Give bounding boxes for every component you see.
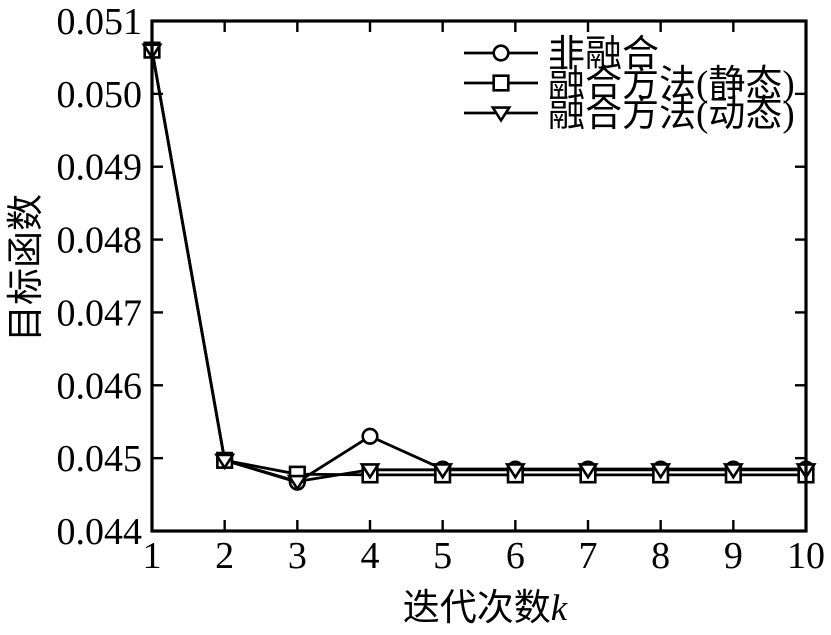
- x-tick-label: 7: [579, 535, 598, 577]
- triangle-down-marker: [490, 106, 512, 123]
- x-axis-label-variable: k: [551, 588, 568, 629]
- legend-label: 融合方法(动态): [548, 93, 795, 135]
- y-tick-label: 0.045: [57, 438, 143, 480]
- y-tick-label: 0.048: [57, 220, 143, 262]
- y-tick-label: 0.046: [57, 365, 143, 407]
- y-tick-label: 0.047: [57, 292, 143, 334]
- series-line-2: [150, 49, 806, 483]
- y-axis-label: 目标函数: [5, 194, 47, 342]
- triangle-down-marker: [722, 463, 744, 480]
- legend-label: 非融合: [548, 33, 659, 75]
- x-axis-label: 迭代次数k: [403, 587, 568, 629]
- triangle-down-marker: [577, 463, 599, 480]
- legend-item: 融合方法(动态): [464, 93, 795, 135]
- y-tick-label: 0.044: [57, 511, 143, 553]
- axes: 1 2 3 4 5 6 7 8 9 10 0.044 0.045 0.046 0.047 0.048 0.04…: [57, 1, 826, 577]
- x-tick-label: 9: [724, 535, 743, 577]
- triangle-down-marker: [286, 474, 308, 492]
- circle-marker: [492, 44, 510, 62]
- x-tick-label: 3: [288, 535, 307, 577]
- legend-item: 融合方法(静态): [464, 63, 795, 105]
- plot-border: [150, 19, 808, 533]
- triangle-down-marker: [432, 463, 454, 480]
- square-marker: [492, 74, 510, 92]
- y-tick-label: 0.051: [57, 1, 143, 43]
- x-tick-label: 4: [361, 535, 380, 577]
- x-axis-label-text: 迭代次数: [403, 587, 551, 629]
- circle-marker: [361, 427, 379, 445]
- legend-item: 非融合: [464, 33, 659, 75]
- x-tick-label: 5: [433, 535, 452, 577]
- triangle-down-marker: [214, 453, 236, 471]
- triangle-down-marker: [650, 463, 672, 480]
- y-tick-label: 0.050: [57, 74, 143, 116]
- x-tick-label: 1: [143, 535, 162, 577]
- legend-label: 融合方法(静态): [548, 63, 795, 105]
- triangle-down-marker: [359, 463, 381, 480]
- triangle-down-marker: [504, 463, 526, 480]
- x-tick-label: 6: [506, 535, 525, 577]
- x-tick-label: 8: [651, 535, 670, 577]
- x-tick-label: 10: [787, 535, 825, 577]
- x-tick-label: 2: [215, 535, 234, 577]
- series-line-1: [150, 49, 806, 477]
- series: [141, 41, 817, 492]
- y-tick-label: 0.049: [57, 147, 143, 189]
